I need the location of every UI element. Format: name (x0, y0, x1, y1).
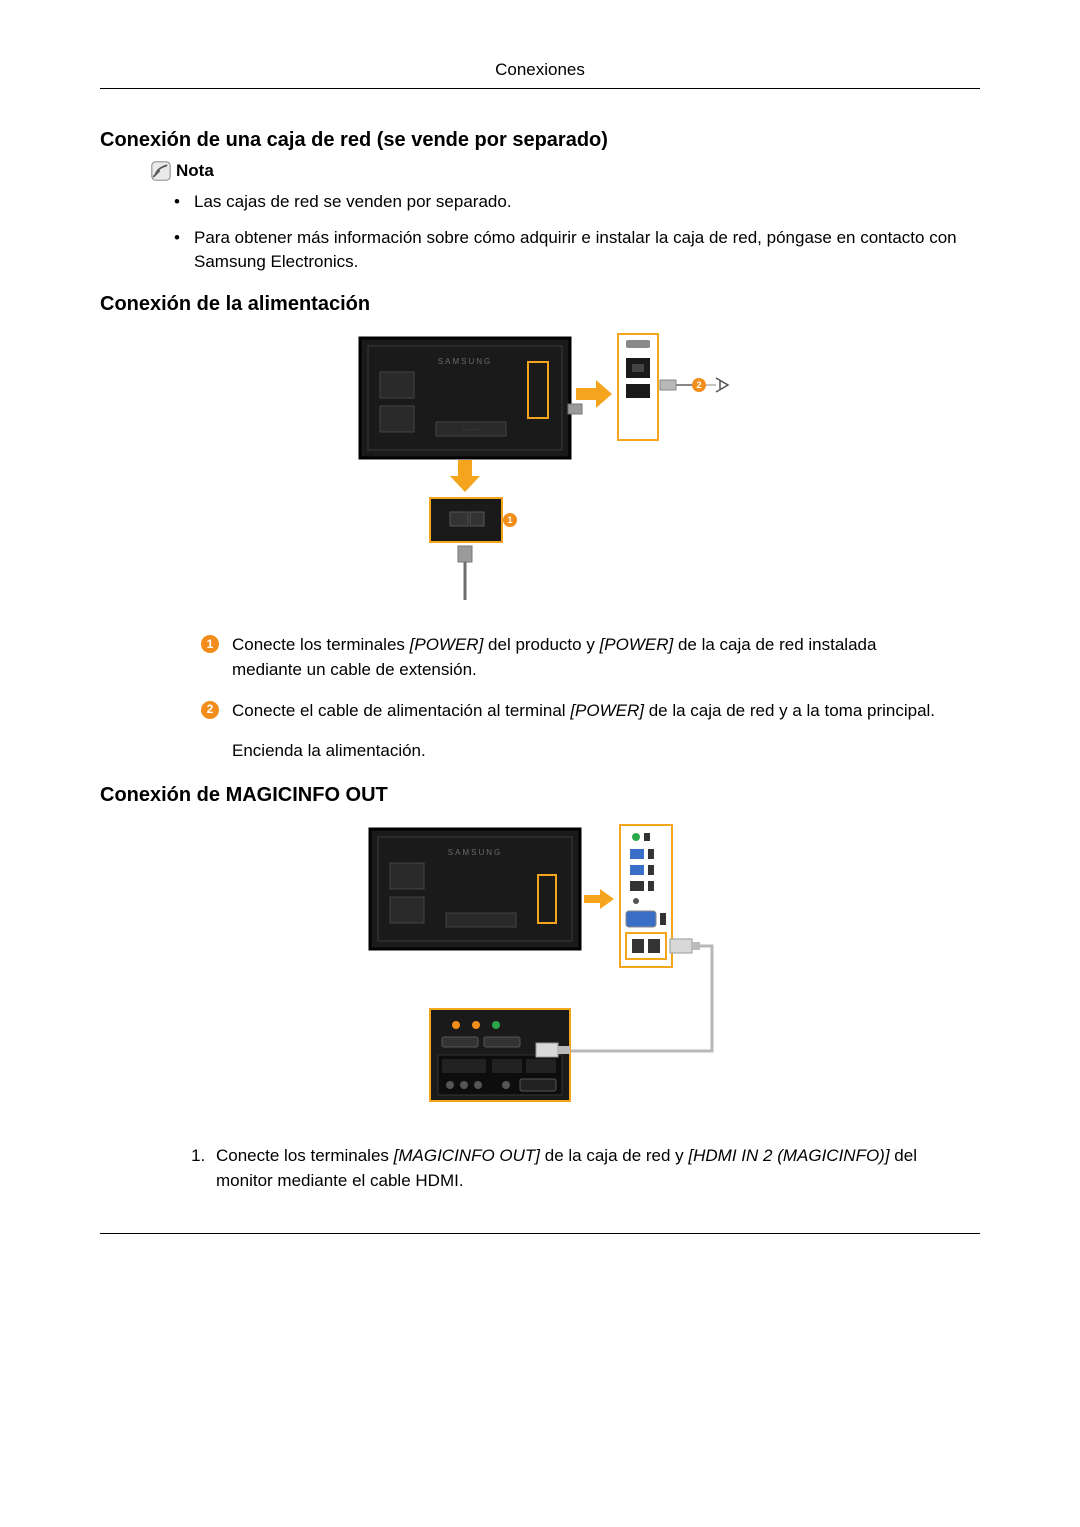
note-icon (150, 160, 172, 182)
step-badge-1: 1 (200, 633, 220, 682)
section3-figure: SAMSUNG (100, 819, 980, 1124)
footer-rule (100, 1233, 980, 1234)
section2-title: Conexión de la alimentación (100, 293, 980, 316)
page-header: Conexiones (100, 60, 980, 89)
step-1: 1 Conecte los terminales [POWER] del pro… (200, 633, 940, 682)
section1-bullets: Las cajas de red se venden por separado.… (170, 190, 980, 273)
note-label: Nota (176, 161, 214, 181)
bullet-item: Para obtener más información sobre cómo … (170, 226, 980, 274)
step-1-text: Conecte los terminales [POWER] del produ… (232, 633, 940, 682)
step-badge-2: 2 (200, 699, 220, 724)
svg-text:SAMSUNG: SAMSUNG (438, 357, 492, 366)
section3-ol: Conecte los terminales [MAGICINFO OUT] d… (210, 1144, 940, 1193)
step-2: 2 Conecte el cable de alimentación al te… (200, 699, 940, 724)
ol-item-1: Conecte los terminales [MAGICINFO OUT] d… (210, 1144, 940, 1193)
note-row: Nota (150, 160, 980, 182)
step-2-text: Conecte el cable de alimentación al term… (232, 699, 940, 724)
section2-final: Encienda la alimentación. (232, 739, 940, 764)
section1-title: Conexión de una caja de red (se vende po… (100, 129, 980, 152)
bullet-item: Las cajas de red se venden por separado. (170, 190, 980, 214)
svg-text:1: 1 (507, 515, 512, 525)
section2-figure: SAMSUNG · · · · · · 2 (100, 328, 980, 613)
section2-steps: 1 Conecte los terminales [POWER] del pro… (200, 633, 940, 723)
header-title: Conexiones (495, 60, 585, 79)
svg-text:2: 2 (696, 380, 701, 390)
svg-text:· · · · · ·: · · · · · · (463, 427, 480, 433)
svg-text:SAMSUNG: SAMSUNG (448, 848, 502, 857)
section3-title: Conexión de MAGICINFO OUT (100, 784, 980, 807)
page: Conexiones Conexión de una caja de red (… (0, 0, 1080, 1294)
